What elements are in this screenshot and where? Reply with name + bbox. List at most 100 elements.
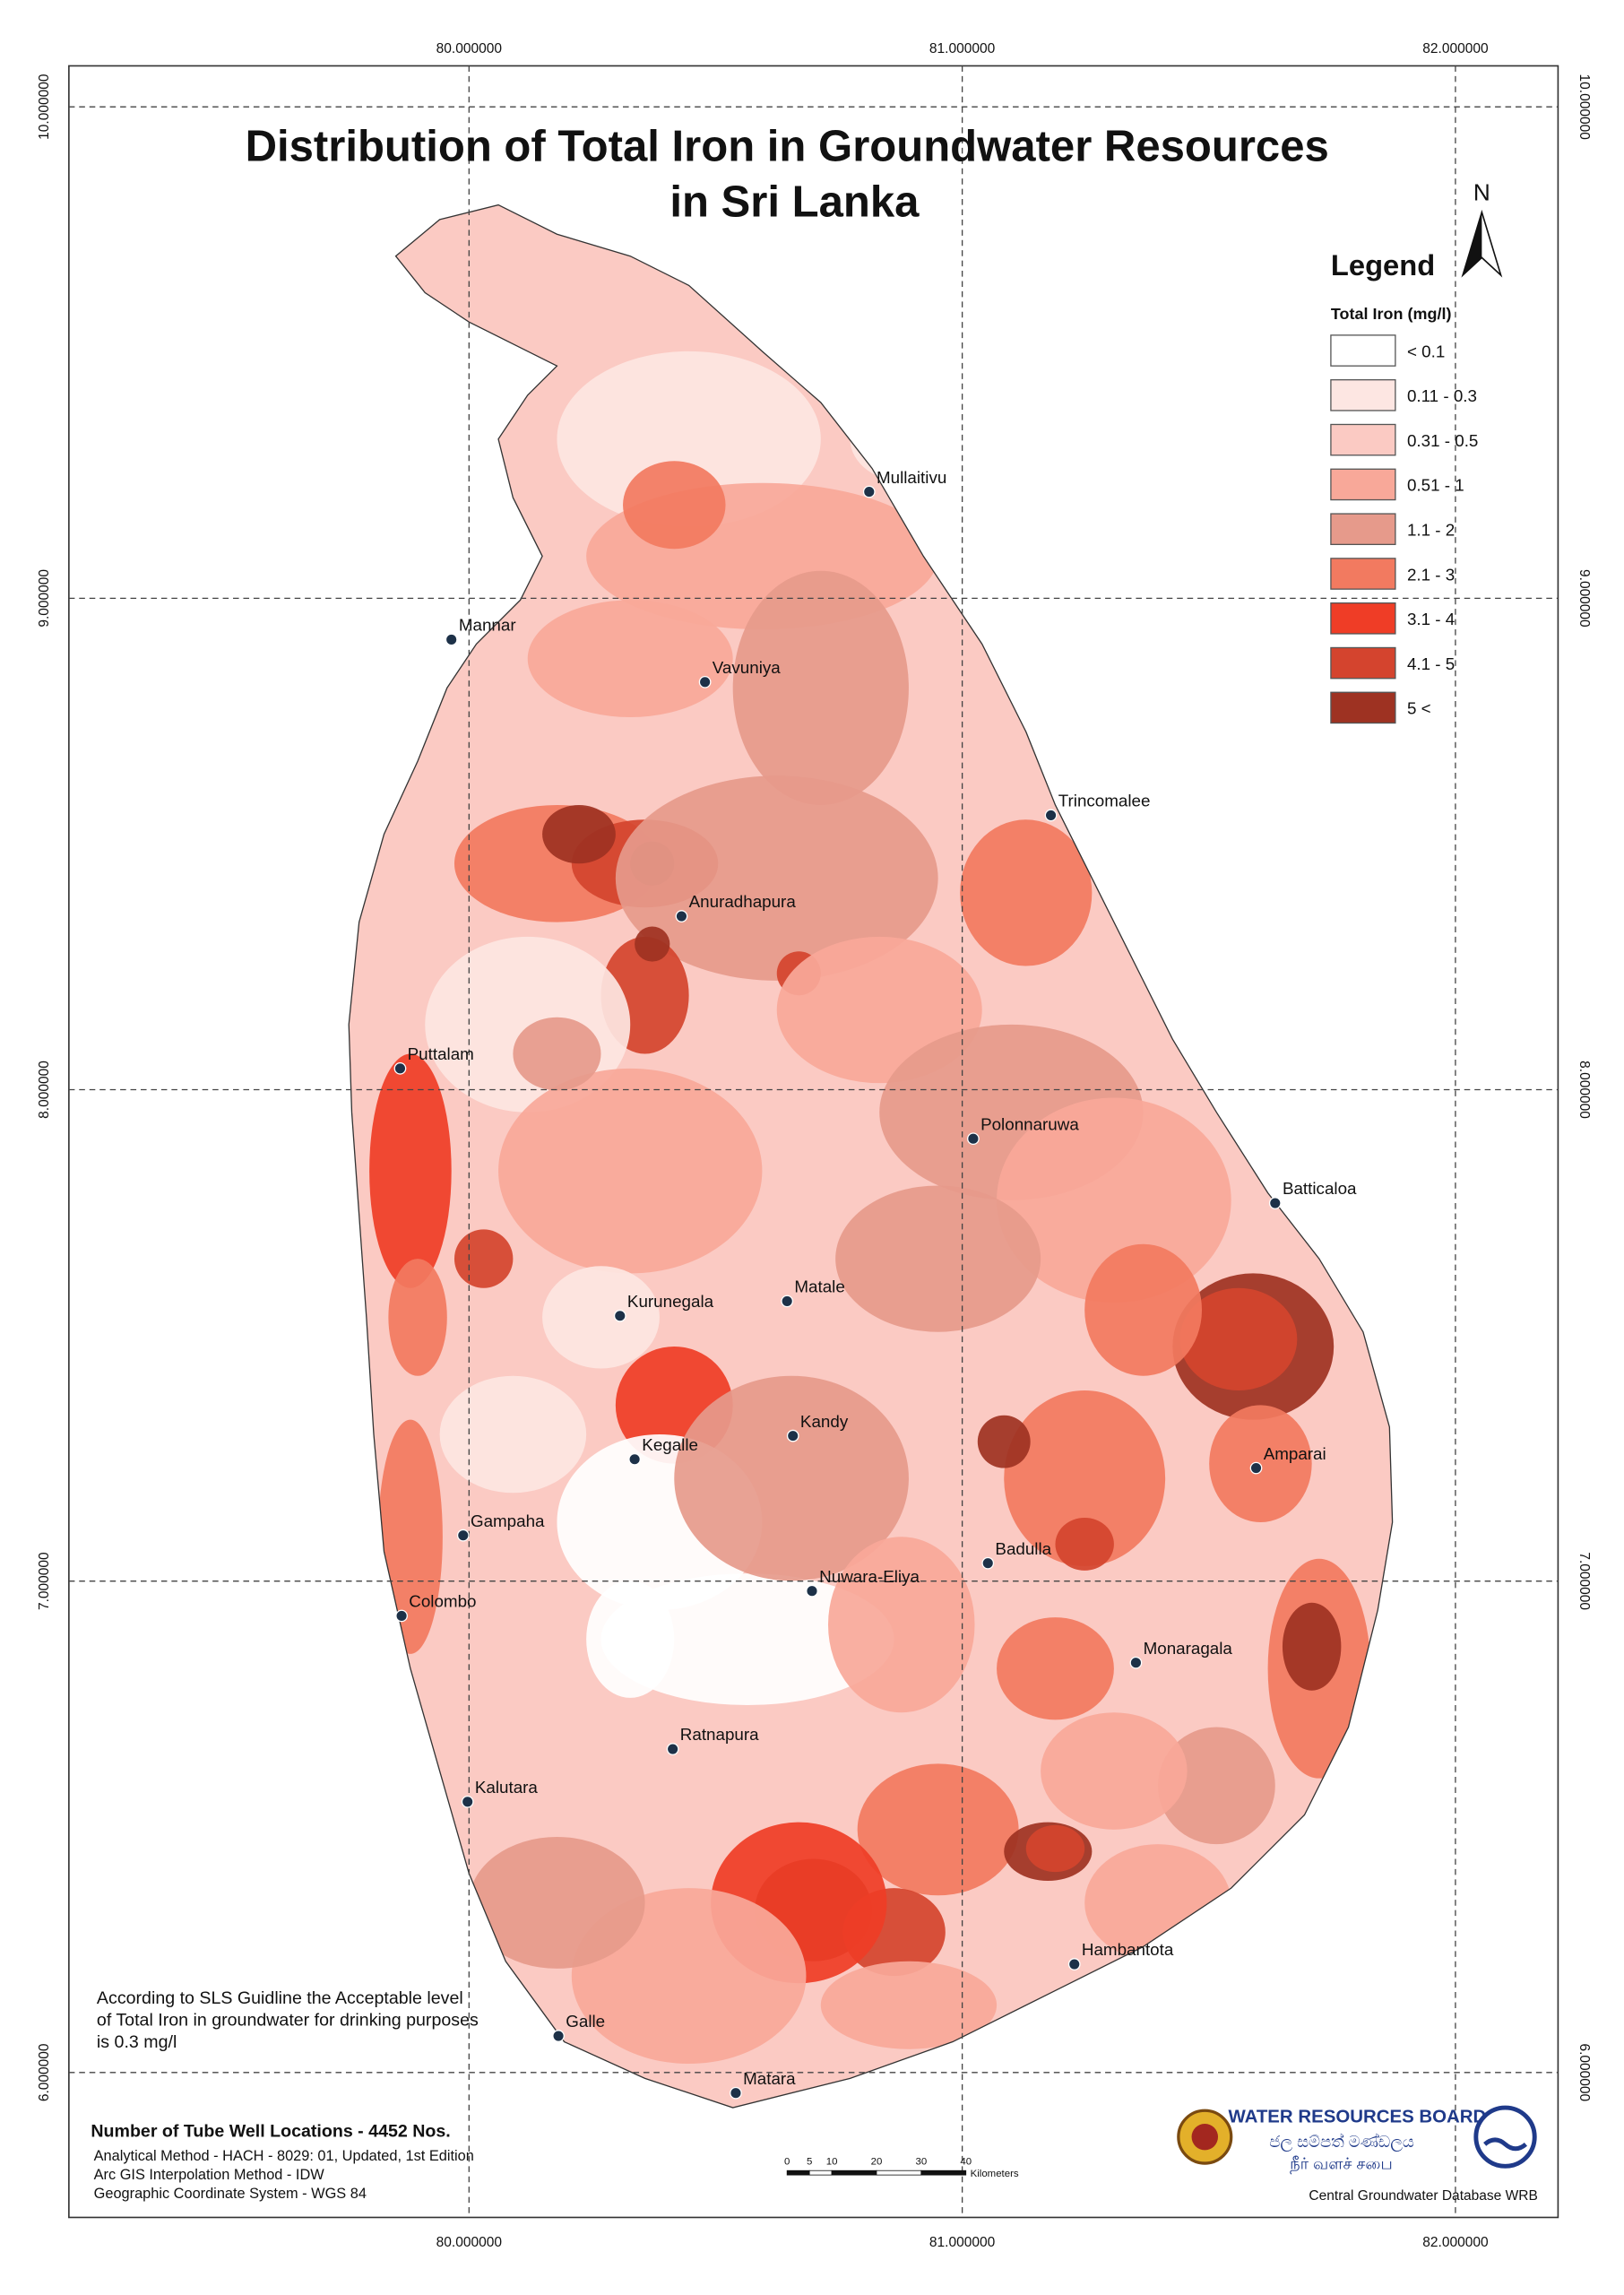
city-label: Hambantota [1082,1940,1174,1959]
scale-label: 20 [871,2157,883,2168]
tick-label: 7.000000 [1576,1552,1592,1610]
iron-zone [1055,1518,1114,1571]
note: According to SLS Guidline the Acceptable… [97,1988,479,2052]
legend-swatch [1330,646,1396,680]
org-name: WATER RESOURCES BOARD [1228,2107,1486,2126]
legend-swatch [1330,558,1396,590]
tick-label: 9.000000 [1576,569,1592,628]
city-label: Polonnaruwa [980,1114,1079,1133]
scale-segment [808,2169,833,2176]
legend-swatch [1330,513,1396,546]
iron-zone [1041,1712,1188,1830]
north-arrow [1463,212,1482,275]
iron-zone [1209,1405,1312,1522]
legend-label: < 0.1 [1407,342,1445,360]
city-label: Mullaitivu [877,468,946,487]
tick-label: 7.000000 [37,1552,52,1610]
iron-zone [513,1017,601,1091]
legend-title: Legend [1331,248,1435,281]
city-label: Galle [566,2012,605,2031]
note-line: According to SLS Guidline the Acceptable… [97,1988,463,2008]
tick-label: 8.000000 [1576,1061,1592,1119]
tick-label: 8.000000 [37,1061,52,1119]
scale-segment [876,2169,922,2176]
iron-zone [586,1581,675,1698]
map-frame [68,65,1559,2219]
city-marker [1067,1958,1081,1970]
org-name-tamil: நீர் வளச் சபை [1290,2155,1393,2175]
iron-zone [1004,1390,1166,1566]
city-label: Trincomalee [1058,792,1151,810]
iron-zone [857,1763,1019,1896]
org-logo [1473,2105,1537,2169]
city-marker [552,2030,565,2042]
footer-line: Arc GIS Interpolation Method - IDW [94,2167,325,2183]
iron-zone [732,570,909,805]
iron-zone [439,1375,587,1494]
iron-zone [827,1537,975,1713]
legend-label: 0.11 - 0.3 [1407,386,1477,405]
city-marker [786,1429,799,1442]
tick-label: 80.000000 [436,2235,503,2250]
legend-swatch [1330,691,1396,724]
iron-zone [1179,1287,1298,1391]
scale-segment [920,2169,967,2176]
city-marker [967,1132,980,1146]
iron-zone [820,1961,998,2049]
city-marker [613,1309,626,1322]
city-marker [445,633,458,646]
city-marker [1249,1461,1263,1475]
iron-zone [388,1259,447,1376]
city-label: Batticaloa [1283,1179,1357,1198]
city-label: Vavuniya [713,658,781,677]
tick-label: 81.000000 [929,41,996,56]
city-marker [461,1795,474,1808]
iron-zone [623,461,726,550]
city-marker [981,1556,995,1570]
city-label: Ratnapura [680,1725,759,1744]
title: Distribution of Total Iron in Groundwate… [246,123,1329,171]
city-label: Matara [743,2069,796,2088]
title: in Sri Lanka [669,178,920,227]
city-marker [862,485,876,498]
city-marker [806,1584,818,1598]
note-line: of Total Iron in groundwater for drinkin… [97,2011,479,2031]
legend-swatch [1330,379,1396,411]
tick-label: 80.000000 [436,41,503,56]
scale-label: 40 [960,2157,972,2168]
iron-zone [674,1375,909,1581]
city-marker [1044,809,1058,822]
scale-label: 30 [915,2157,927,2168]
scale-segment [786,2169,810,2176]
city-marker [395,1609,408,1623]
city-label: Kandy [800,1412,849,1431]
north-label: N [1473,179,1490,206]
tick-label: 82.000000 [1422,41,1489,56]
city-label: Colombo [409,1592,476,1611]
legend-swatch [1330,423,1396,456]
city-marker [675,910,688,922]
city-marker [1268,1197,1282,1209]
scale-unit: Kilometers [971,2169,1019,2179]
tick-label: 10.000000 [1576,74,1592,141]
city-marker [781,1295,794,1308]
legend-swatch [1330,602,1396,635]
city-marker [730,2086,742,2100]
iron-zone [498,1068,763,1274]
legend-label: 1.1 - 2 [1407,521,1455,540]
legend-swatch [1330,468,1396,501]
legend: < 0.1 0.11 - 0.3 0.31 - 0.5 0.51 - 1 1.1 - 2… [1330,334,1478,724]
cities: Mullaitivu Mannar Vavuniya Trincomalee Anura… [393,468,1357,2100]
tick-label: 10.000000 [37,74,52,140]
legend-label: 0.51 - 1 [1407,476,1464,495]
legend-label: 0.31 - 0.5 [1407,431,1478,450]
scale-label: 10 [826,2157,838,2168]
org-name-sinhala: ජල සම්පත් මණ්ඩලය [1269,2133,1414,2152]
legend-subtitle: Total Iron (mg/l) [1331,305,1452,323]
city-label: Monaragala [1144,1639,1233,1658]
iron-zone [454,1229,514,1288]
iron-zone [997,1617,1114,1720]
